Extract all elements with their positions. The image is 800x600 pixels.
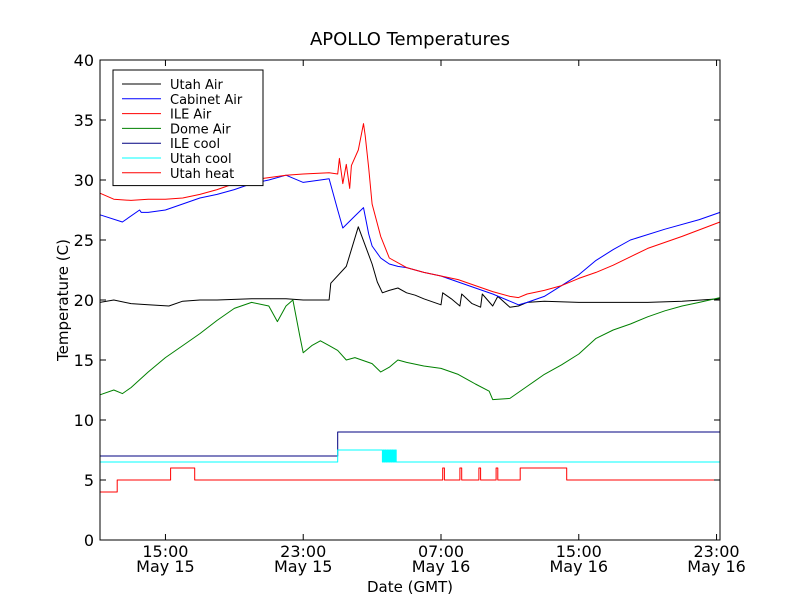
y-tick-label: 15 bbox=[74, 351, 94, 370]
y-axis-label: Temperature (C) bbox=[54, 239, 72, 362]
x-tick-label-date: May 15 bbox=[136, 557, 195, 576]
legend-label-ile-air: ILE Air bbox=[170, 108, 212, 123]
y-tick-label: 0 bbox=[84, 531, 94, 550]
x-tick-label-time: 07:00 bbox=[418, 542, 464, 561]
series-line-ile-cool bbox=[100, 431, 720, 457]
x-tick-label-time: 23:00 bbox=[280, 542, 326, 561]
x-tick-label-date: May 15 bbox=[274, 557, 333, 576]
x-tick-label-date: May 16 bbox=[412, 557, 471, 576]
y-axis-ticks: 0 5 10 15 20 25 30 35 40 bbox=[74, 51, 720, 550]
series-line-dome-air bbox=[99, 297, 721, 401]
y-tick-label: 25 bbox=[74, 231, 94, 250]
y-tick-label: 20 bbox=[74, 291, 94, 310]
legend-box bbox=[112, 69, 264, 187]
x-tick-label-time: 23:00 bbox=[694, 542, 740, 561]
y-tick-label: 10 bbox=[74, 411, 94, 430]
y-tick-label: 35 bbox=[74, 111, 94, 130]
x-tick-label-time: 15:00 bbox=[142, 542, 188, 561]
x-tick-label-date: May 16 bbox=[550, 557, 609, 576]
y-tick-label: 40 bbox=[74, 51, 94, 70]
chart-title: APOLLO Temperatures bbox=[310, 29, 510, 50]
x-axis-label: Date (GMT) bbox=[367, 578, 453, 596]
series-line-utah-heat bbox=[100, 467, 720, 493]
x-tick-label-date: May 16 bbox=[687, 557, 746, 576]
series-line-ile-air bbox=[99, 123, 721, 299]
y-tick-label: 5 bbox=[84, 471, 94, 490]
legend-label-utah-cool: Utah cool bbox=[170, 152, 232, 167]
series-layer bbox=[99, 123, 721, 493]
legend-label-dome-air: Dome Air bbox=[170, 122, 231, 137]
series-line-utah-air bbox=[99, 226, 721, 308]
legend-label-utah-heat: Utah heat bbox=[170, 167, 234, 182]
legend-label-ile-cool: ILE cool bbox=[170, 137, 220, 152]
legend-label-utah-air: Utah Air bbox=[170, 78, 223, 93]
y-tick-label: 30 bbox=[74, 171, 94, 190]
series-line-utah-cool bbox=[100, 449, 720, 463]
legend-label-cabinet-air: Cabinet Air bbox=[170, 93, 243, 108]
x-tick-label-time: 15:00 bbox=[556, 542, 602, 561]
